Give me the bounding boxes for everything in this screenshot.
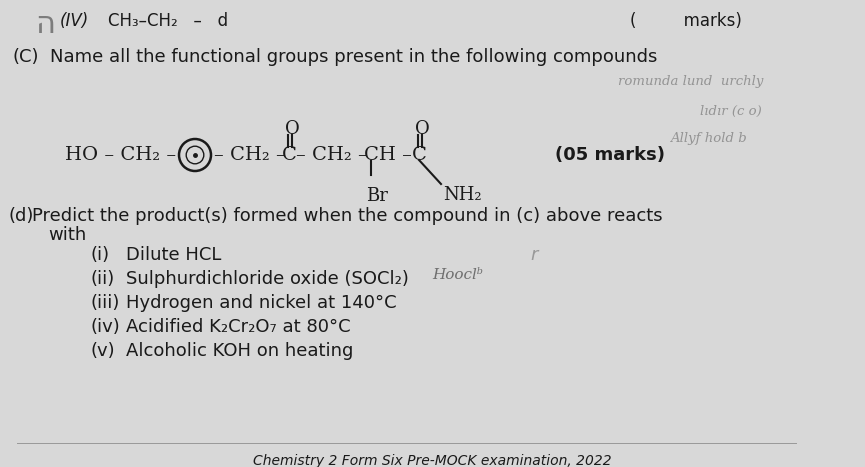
Text: (C): (C) bbox=[12, 48, 39, 66]
Text: Hydrogen and nickel at 140°C: Hydrogen and nickel at 140°C bbox=[126, 294, 397, 312]
Text: Hooclᵇ: Hooclᵇ bbox=[432, 268, 483, 282]
Text: (d): (d) bbox=[8, 207, 34, 225]
Text: romunda lund  urchly: romunda lund urchly bbox=[618, 75, 764, 88]
Text: Predict the product(s) formed when the compound in (c) above reacts: Predict the product(s) formed when the c… bbox=[32, 207, 663, 225]
Text: Chemistry 2 Form Six Pre-MOCK examination, 2022: Chemistry 2 Form Six Pre-MOCK examinatio… bbox=[253, 454, 612, 467]
Text: (IV): (IV) bbox=[60, 12, 89, 30]
Text: – CH₂ –: – CH₂ – bbox=[296, 146, 368, 164]
Text: O: O bbox=[415, 120, 430, 138]
Text: C: C bbox=[412, 146, 426, 164]
Text: C: C bbox=[282, 146, 297, 164]
Text: (ii): (ii) bbox=[90, 270, 114, 288]
Text: (i): (i) bbox=[90, 246, 109, 264]
Text: Name all the functional groups present in the following compounds: Name all the functional groups present i… bbox=[50, 48, 657, 66]
Text: NH₂: NH₂ bbox=[443, 186, 482, 204]
Text: r: r bbox=[530, 246, 537, 264]
Text: (         marks): ( marks) bbox=[630, 12, 742, 30]
Text: Allyf hold b: Allyf hold b bbox=[670, 132, 746, 145]
Text: Alcoholic KOH on heating: Alcoholic KOH on heating bbox=[126, 342, 354, 360]
Text: HO – CH₂ –: HO – CH₂ – bbox=[65, 146, 176, 164]
Text: Acidified K₂Cr₂O₇ at 80°C: Acidified K₂Cr₂O₇ at 80°C bbox=[126, 318, 350, 336]
Text: (iii): (iii) bbox=[90, 294, 119, 312]
Text: ה: ה bbox=[35, 10, 55, 39]
Text: with: with bbox=[48, 226, 86, 244]
Text: (iv): (iv) bbox=[90, 318, 119, 336]
Text: O: O bbox=[285, 120, 300, 138]
Text: CH₃–CH₂   –   d: CH₃–CH₂ – d bbox=[108, 12, 228, 30]
Text: Sulphurdichloride oxide (SOCl₂): Sulphurdichloride oxide (SOCl₂) bbox=[126, 270, 409, 288]
Text: (05 marks): (05 marks) bbox=[555, 146, 665, 164]
Text: – CH₂ –: – CH₂ – bbox=[214, 146, 285, 164]
Text: Dilute HCL: Dilute HCL bbox=[126, 246, 221, 264]
Text: lıdır (c o): lıdır (c o) bbox=[700, 105, 762, 118]
Text: (v): (v) bbox=[90, 342, 115, 360]
Text: CH –: CH – bbox=[364, 146, 412, 164]
Text: Br: Br bbox=[366, 187, 388, 205]
